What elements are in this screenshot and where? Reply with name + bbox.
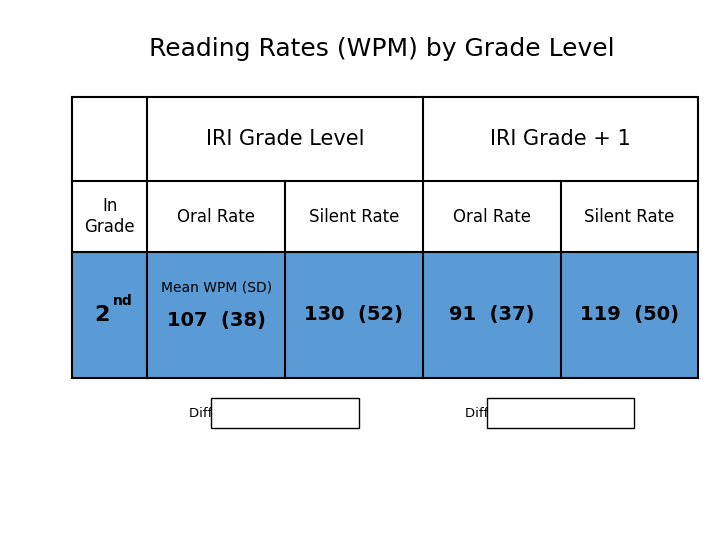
Text: 107  (38): 107 (38) [166, 310, 266, 330]
Bar [72, 97, 698, 378]
Text: 91  (37): 91 (37) [449, 305, 534, 325]
Text: wpm: wpm [570, 407, 606, 420]
Text: Mean WPM (SD): Mean WPM (SD) [161, 281, 271, 295]
Text: 119  (50): 119 (50) [580, 305, 679, 325]
Bar [72, 252, 698, 378]
Text: IRI Grade Level: IRI Grade Level [206, 129, 364, 150]
Text: Difference =: Difference = [189, 407, 278, 420]
Text: 2: 2 [94, 305, 109, 325]
Text: Difference =: Difference = [464, 407, 554, 420]
Text: wpm: wpm [294, 407, 330, 420]
Text: Silent Rate: Silent Rate [585, 207, 675, 226]
Text: In
Grade: In Grade [84, 197, 135, 236]
Text: Oral Rate: Oral Rate [453, 207, 531, 226]
Text: 23: 23 [278, 407, 296, 420]
Text: 130  (52): 130 (52) [305, 305, 403, 325]
Text: 28: 28 [554, 407, 572, 420]
Text: nd: nd [113, 294, 133, 308]
Text: IRI Grade + 1: IRI Grade + 1 [490, 129, 631, 150]
Text: Silent Rate: Silent Rate [309, 207, 399, 226]
Bar [211, 399, 359, 428]
Text: Oral Rate: Oral Rate [177, 207, 255, 226]
Text: Reading Rates (WPM) by Grade Level: Reading Rates (WPM) by Grade Level [149, 37, 614, 60]
Bar [487, 399, 634, 428]
